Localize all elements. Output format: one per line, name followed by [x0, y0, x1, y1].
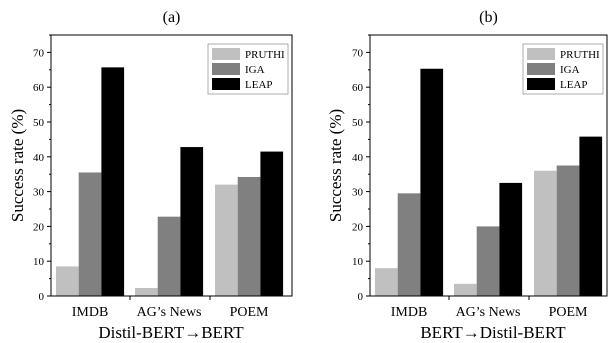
legend-label: LEAP	[560, 79, 588, 91]
bar-leap-3	[260, 151, 284, 296]
x-tick-label: POEM	[549, 305, 588, 320]
legend-swatch-iga	[527, 63, 555, 75]
plot-frame	[369, 34, 608, 297]
y-tick-label: 60	[33, 82, 45, 94]
y-tick-label: 0	[39, 291, 45, 303]
legend-swatch-leap	[212, 78, 240, 90]
chart-panel-1: (a) IMDB AG’s News POEM 0 10 20 30 40 50 60 70 Succe…	[8, 9, 293, 342]
panel-title: (a)	[163, 9, 181, 26]
y-tick-label: 40	[33, 152, 45, 164]
legend-swatch-pruthi	[212, 48, 240, 60]
legend-label: PRUTHI	[245, 49, 285, 61]
plot-frame	[50, 34, 293, 297]
bar-iga-3	[237, 176, 261, 296]
bar-iga-3	[556, 165, 580, 296]
x-axis-label: Distil-BERT→BERT	[98, 323, 244, 342]
y-tick-label: 70	[33, 47, 45, 59]
x-tick-label: POEM	[230, 305, 269, 320]
bar-leap-1	[420, 68, 444, 296]
bar-pruthi-3	[215, 184, 238, 296]
bar-iga-1	[397, 193, 421, 296]
y-tick-label: 10	[352, 256, 364, 268]
y-tick-label: 50	[33, 117, 45, 129]
y-tick-label: 0	[358, 291, 364, 303]
legend: PRUTHI IGA LEAP	[522, 43, 604, 95]
legend-label: PRUTHI	[560, 49, 600, 61]
y-tick-label: 10	[33, 256, 45, 268]
bar-pruthi-2	[135, 288, 158, 296]
chart-panel-2: (b) IMDB AG’s News POEM 0 10 20 30 40 50 60 70 Succe…	[326, 9, 608, 342]
y-tick-label: 60	[352, 82, 364, 94]
x-tick-label: IMDB	[391, 305, 428, 320]
y-tick-label: 70	[352, 47, 364, 59]
y-tick-label: 30	[352, 187, 364, 199]
legend-label: LEAP	[245, 79, 273, 91]
bar-iga-2	[476, 226, 500, 296]
bar-leap-2	[499, 182, 523, 296]
x-tick-label: IMDB	[72, 305, 109, 320]
bar-iga-1	[78, 172, 102, 296]
x-tick-label: AG’s News	[456, 305, 521, 320]
y-axis-label: Success rate (%)	[8, 109, 27, 222]
legend-label: IGA	[245, 64, 265, 76]
panel-title: (b)	[479, 9, 498, 26]
legend: PRUTHI IGA LEAP	[207, 43, 289, 95]
bar-pruthi-1	[56, 266, 79, 296]
x-axis-label: BERT→Distil-BERT	[420, 323, 566, 342]
y-tick-label: 40	[352, 152, 364, 164]
bar-pruthi-1	[375, 268, 398, 296]
y-tick-label: 20	[352, 221, 364, 233]
y-tick-label: 30	[33, 187, 45, 199]
bar-leap-2	[180, 147, 204, 296]
bar-pruthi-2	[454, 283, 477, 296]
x-tick-label: AG’s News	[137, 305, 202, 320]
legend-swatch-iga	[212, 63, 240, 75]
bar-leap-3	[579, 136, 603, 296]
legend-swatch-leap	[527, 78, 555, 90]
y-tick-label: 50	[352, 117, 364, 129]
bar-leap-1	[101, 67, 125, 296]
legend-label: IGA	[560, 64, 580, 76]
y-axis-label: Success rate (%)	[326, 109, 345, 222]
bar-pruthi-3	[534, 170, 557, 296]
legend-swatch-pruthi	[527, 48, 555, 60]
bar-iga-2	[157, 216, 181, 296]
y-tick-label: 20	[33, 221, 45, 233]
